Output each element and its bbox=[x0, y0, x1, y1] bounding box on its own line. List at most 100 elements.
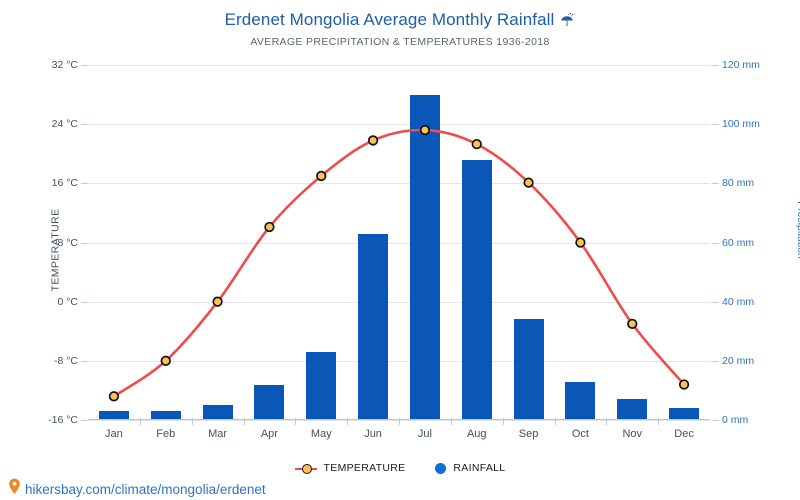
left-tick-mark bbox=[81, 360, 88, 362]
left-tick-mark bbox=[81, 420, 88, 421]
temperature-point[interactable]: Jan: -12.8 °C bbox=[108, 391, 120, 402]
left-tick-mark bbox=[81, 183, 88, 185]
right-tick-mark bbox=[712, 65, 719, 66]
temperature-point[interactable]: Dec: -11.2 °C bbox=[678, 379, 690, 390]
x-axis-separator bbox=[295, 418, 297, 425]
right-tick-mark bbox=[712, 124, 719, 126]
gridline bbox=[88, 183, 710, 185]
x-axis-label: Oct bbox=[571, 428, 589, 440]
right-tick-mark bbox=[712, 301, 719, 303]
x-axis-label: Dec bbox=[674, 428, 694, 440]
page-title-text: Erdenet Mongolia Average Monthly Rainfal… bbox=[224, 10, 555, 29]
temperature-line: Jan: -12.8 °C Feb: -8 °C Mar: 0 °C Apr: 10.… bbox=[108, 124, 690, 402]
x-axis-separator bbox=[554, 418, 556, 425]
left-axis-tick: 32 °C bbox=[51, 59, 78, 71]
x-axis-label: Aug bbox=[466, 428, 487, 440]
temperature-point[interactable]: Jul: 23.2 °C bbox=[419, 124, 431, 136]
legend-label-rainfall: RAINFALL bbox=[453, 462, 506, 474]
right-tick-mark bbox=[712, 360, 719, 362]
left-axis-tick: 24 °C bbox=[51, 118, 78, 131]
temperature-marker-icon bbox=[294, 463, 317, 474]
left-axis-tick: -8 °C bbox=[53, 354, 78, 367]
rainfall-bar[interactable] bbox=[358, 233, 389, 420]
x-axis-label: Jun bbox=[364, 428, 382, 440]
left-axis-tick: 16 °C bbox=[51, 177, 78, 190]
footer-url[interactable]: hikersbay.com/climate/mongolia/erdenet bbox=[25, 481, 266, 497]
temperature-point[interactable]: Jun: 21.8 °C bbox=[367, 135, 379, 146]
x-axis-separator bbox=[502, 418, 504, 425]
rainfall-bar[interactable] bbox=[409, 94, 440, 420]
gridline bbox=[88, 360, 710, 362]
rainfall-bar[interactable] bbox=[98, 411, 129, 420]
x-axis-separator bbox=[450, 418, 452, 425]
x-axis-label: Mar bbox=[208, 428, 228, 440]
temperature-point[interactable]: Oct: 8 °C bbox=[575, 237, 586, 248]
right-axis-tick: 60 mm bbox=[722, 236, 755, 249]
left-tick-mark bbox=[81, 301, 88, 303]
temperature-point[interactable]: Mar: 0 °C bbox=[212, 296, 223, 307]
x-axis-separator bbox=[606, 418, 608, 425]
x-axis-separator bbox=[243, 418, 245, 425]
x-axis-separator bbox=[139, 418, 141, 425]
rainfall-bar[interactable] bbox=[306, 351, 337, 420]
right-axis-tick: 100 mm bbox=[722, 118, 760, 131]
rainfall-bar[interactable] bbox=[513, 319, 544, 420]
x-axis-label: Feb bbox=[156, 428, 176, 440]
temperature-point[interactable]: Nov: -3 °C bbox=[627, 318, 638, 330]
x-axis-separator bbox=[191, 418, 193, 425]
legend-label-temperature: TEMPERATURE bbox=[323, 462, 406, 474]
left-axis-tick: 0 °C bbox=[57, 295, 78, 308]
left-axis-tick: 8 °C bbox=[57, 236, 78, 249]
rainfall-bar[interactable] bbox=[202, 405, 233, 420]
x-axis-labels: Jan Feb Mar Apr May Jun Jul Aug Sep Oct Nov Dec bbox=[88, 418, 710, 446]
temperature-point[interactable]: Apr: 10.1 °C bbox=[264, 221, 275, 233]
left-tick-mark bbox=[81, 124, 88, 126]
footer[interactable]: hikersbay.com/climate/mongolia/erdenet bbox=[8, 478, 266, 500]
left-axis-tick: -16 °C bbox=[48, 414, 78, 426]
map-pin-icon bbox=[8, 478, 21, 500]
temperature-point[interactable]: Feb: -8 °C bbox=[160, 355, 171, 366]
rainfall-bar[interactable] bbox=[150, 411, 181, 420]
rainfall-bar[interactable] bbox=[254, 384, 285, 420]
left-axis-title: TEMPERATURE bbox=[49, 208, 62, 292]
right-axis-title: Precipitation bbox=[794, 201, 800, 259]
umbrella-rain-icon bbox=[559, 12, 575, 33]
x-axis-separator bbox=[658, 418, 660, 425]
rainfall-marker-icon bbox=[435, 462, 447, 474]
right-axis-tick: 20 mm bbox=[722, 354, 755, 367]
gridline bbox=[88, 124, 710, 126]
rainfall-bar[interactable] bbox=[669, 408, 700, 420]
rainfall-bar[interactable] bbox=[461, 159, 492, 420]
x-axis-label: Jul bbox=[417, 428, 432, 440]
legend-item-temperature[interactable]: TEMPERATURE bbox=[294, 462, 406, 474]
x-axis-label: Jan bbox=[105, 428, 123, 440]
gridline bbox=[88, 242, 710, 244]
gridline bbox=[88, 65, 710, 66]
plot-area: Jan: -12.8 °C Feb: -8 °C Mar: 0 °C Apr: 10.… bbox=[88, 65, 710, 421]
temperature-point[interactable]: Aug: 21.3 °C bbox=[471, 138, 482, 150]
gridline bbox=[88, 301, 710, 303]
left-tick-mark bbox=[81, 65, 88, 66]
page-subtitle: AVERAGE PRECIPITATION & TEMPERATURES 193… bbox=[250, 36, 550, 48]
right-tick-mark bbox=[712, 242, 719, 244]
temperature-point[interactable]: Sep: 16.1 °C bbox=[523, 177, 534, 188]
right-axis-tick: 0 mm bbox=[722, 414, 749, 426]
x-axis-label: Apr bbox=[260, 428, 278, 440]
rainfall-bar[interactable] bbox=[617, 399, 648, 420]
right-tick-mark bbox=[712, 183, 719, 185]
right-tick-mark bbox=[712, 420, 719, 421]
x-axis-separator bbox=[347, 418, 349, 425]
legend-item-rainfall[interactable]: RAINFALL bbox=[435, 462, 505, 474]
page-title: Erdenet Mongolia Average Monthly Rainfal… bbox=[0, 10, 800, 33]
right-axis-tick: 80 mm bbox=[722, 177, 755, 190]
rainfall-bar[interactable] bbox=[565, 381, 596, 420]
left-tick-mark bbox=[81, 242, 88, 244]
chart-legend: TEMPERATURE RAINFALL bbox=[0, 462, 800, 474]
x-axis-label: May bbox=[310, 428, 332, 440]
temperature-point[interactable]: May: 17 °C bbox=[316, 170, 327, 182]
x-axis-label: Nov bbox=[622, 428, 643, 440]
right-axis-tick: 120 mm bbox=[722, 59, 760, 71]
right-axis-tick: 40 mm bbox=[722, 295, 755, 308]
x-axis-label: Sep bbox=[518, 428, 539, 440]
